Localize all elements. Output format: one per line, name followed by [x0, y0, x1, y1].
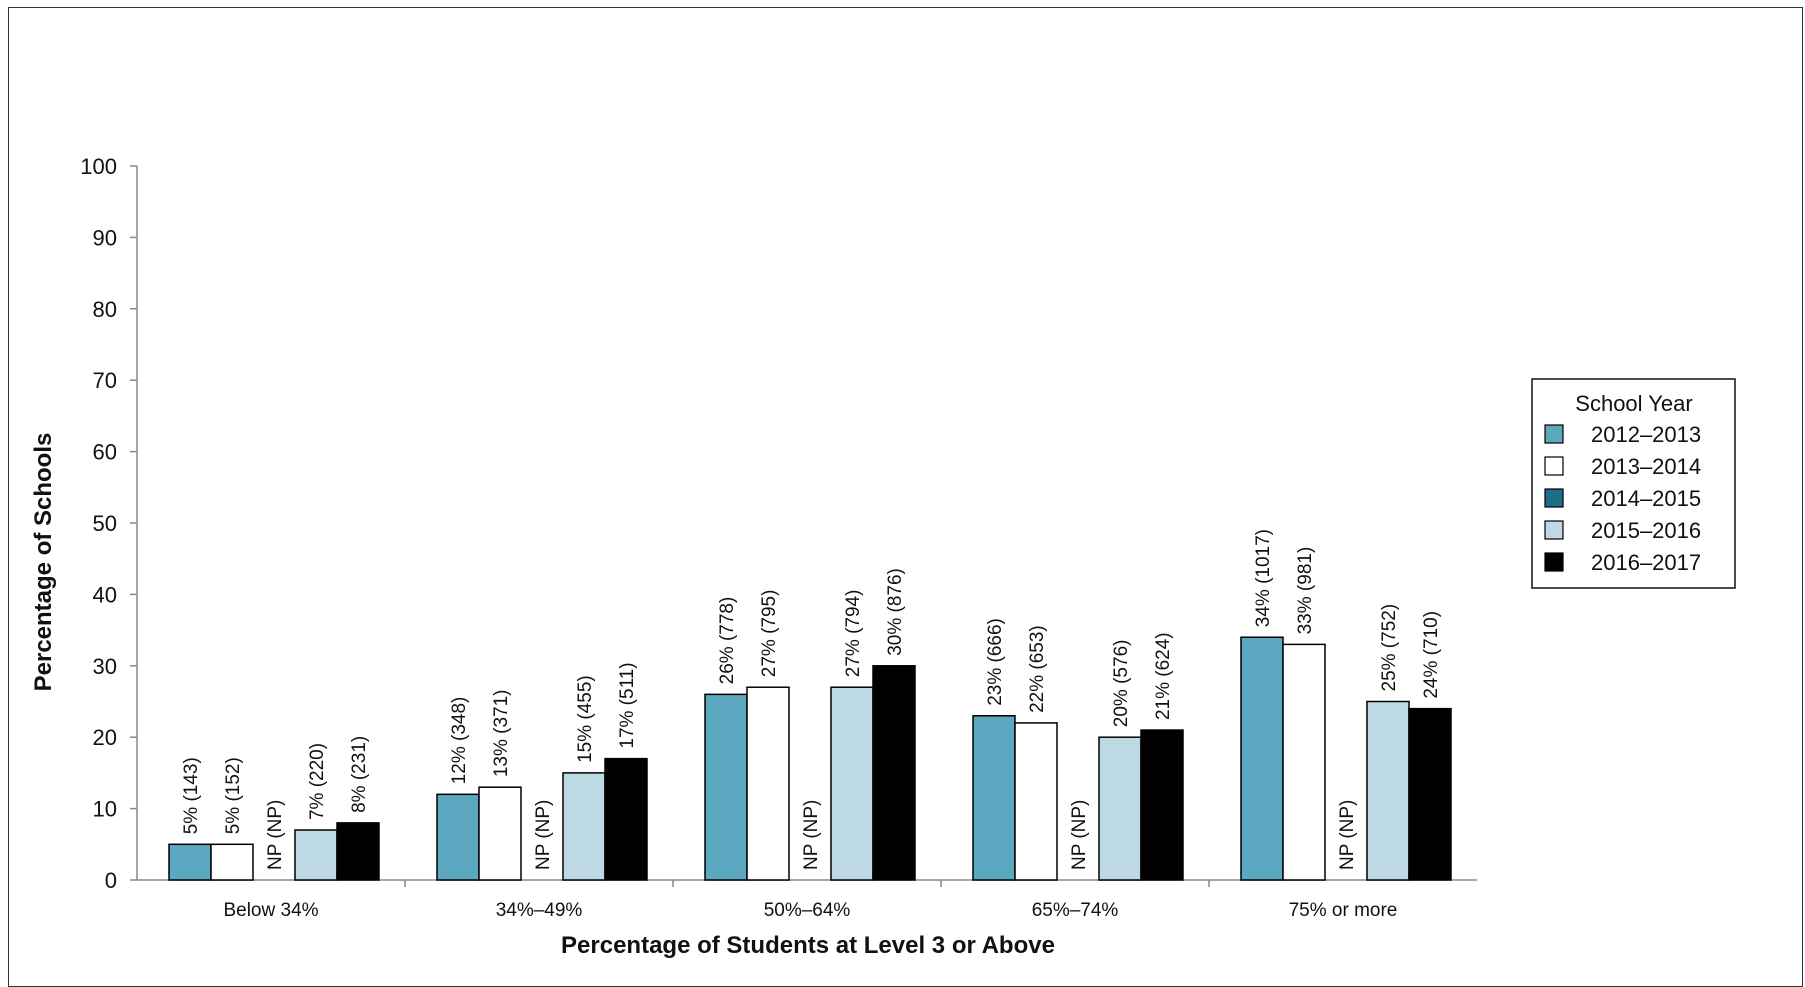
data-label: NP (NP) — [1337, 800, 1358, 870]
legend-label: 2014–2015 — [1591, 486, 1701, 511]
data-label: NP (NP) — [1069, 800, 1090, 870]
data-label: 21% (624) — [1153, 632, 1174, 720]
legend: School Year 2012–2013 2013–2014 2014–2015 2… — [1531, 378, 1736, 589]
bar — [830, 686, 874, 881]
legend-box — [1531, 378, 1736, 589]
data-label: 30% (876) — [885, 568, 906, 656]
y-tick-label: 50 — [93, 511, 117, 536]
data-label: 34% (1017) — [1253, 529, 1274, 627]
data-label: 24% (710) — [1421, 611, 1442, 699]
legend-label: 2016–2017 — [1591, 550, 1701, 575]
data-label: 5% (143) — [181, 757, 202, 834]
bar — [562, 772, 606, 881]
legend-label: 2012–2013 — [1591, 422, 1701, 447]
bar — [1098, 736, 1142, 881]
data-label: 27% (794) — [843, 590, 864, 678]
bar — [1408, 707, 1452, 881]
legend-swatch — [1544, 488, 1564, 508]
y-tick-label: 100 — [80, 154, 117, 179]
data-label: NP (NP) — [801, 800, 822, 870]
bar — [478, 786, 522, 881]
bar — [704, 693, 748, 881]
y-tick-label: 20 — [93, 725, 117, 750]
data-label: NP (NP) — [265, 800, 286, 870]
data-label: 22% (653) — [1027, 625, 1048, 713]
bar — [972, 715, 1016, 881]
data-label: 12% (348) — [449, 697, 470, 785]
bar — [604, 757, 648, 881]
data-label: 27% (795) — [759, 590, 780, 678]
bar — [168, 843, 212, 881]
legend-swatch — [1544, 456, 1564, 476]
bar — [1240, 636, 1284, 881]
x-tick-label: 75% or more — [1289, 900, 1398, 921]
bar — [746, 686, 790, 881]
y-tick-label: 90 — [93, 225, 117, 250]
bar — [1366, 700, 1410, 881]
bar — [336, 822, 380, 881]
x-tick-label: 50%–64% — [764, 900, 851, 921]
data-label: 5% (152) — [223, 757, 244, 834]
bar — [294, 829, 338, 881]
data-label: 8% (231) — [349, 736, 370, 813]
bar — [1014, 722, 1058, 881]
legend-title: School Year — [1575, 391, 1692, 416]
y-tick-label: 0 — [105, 868, 117, 893]
data-label: 7% (220) — [307, 743, 328, 820]
legend-label: 2013–2014 — [1591, 454, 1701, 479]
data-label: 15% (455) — [575, 675, 596, 763]
bars — [168, 636, 1452, 881]
bar — [1282, 643, 1326, 881]
data-labels: 5% (143) 5% (152) NP (NP) 7% (220) 8% (231) 1… — [181, 529, 1442, 870]
data-label: 23% (666) — [985, 618, 1006, 706]
bar — [436, 793, 480, 881]
data-label: 13% (371) — [491, 690, 512, 778]
x-tick-label: 34%–49% — [496, 900, 583, 921]
y-tick-label: 80 — [93, 297, 117, 322]
bar — [872, 665, 916, 881]
x-tick-label: Below 34% — [223, 900, 318, 921]
legend-swatch — [1544, 552, 1564, 572]
legend-swatch — [1544, 520, 1564, 540]
data-label: 17% (511) — [617, 662, 638, 748]
x-tick-label: 65%–74% — [1032, 900, 1119, 921]
y-tick-label: 30 — [93, 654, 117, 679]
data-label: NP (NP) — [533, 800, 554, 870]
data-label: 26% (778) — [717, 597, 738, 685]
legend-label: 2015–2016 — [1591, 518, 1701, 543]
y-tick-label: 10 — [93, 797, 117, 822]
bar — [210, 843, 254, 881]
y-tick-label: 40 — [93, 582, 117, 607]
data-label: 20% (576) — [1111, 640, 1132, 728]
y-tick-label: 60 — [93, 440, 117, 465]
data-label: 25% (752) — [1379, 604, 1400, 692]
x-axis-title: Percentage of Students at Level 3 or Abo… — [561, 932, 1055, 959]
y-axis-title: Percentage of Schools — [30, 433, 57, 692]
legend-swatch — [1544, 424, 1564, 444]
axes: 0 10 20 30 40 50 60 70 80 90 100 Below 34% 34%–49% 50… — [80, 154, 1477, 921]
y-tick-label: 70 — [93, 368, 117, 393]
bar — [1140, 729, 1184, 881]
data-label: 33% (981) — [1295, 547, 1316, 635]
